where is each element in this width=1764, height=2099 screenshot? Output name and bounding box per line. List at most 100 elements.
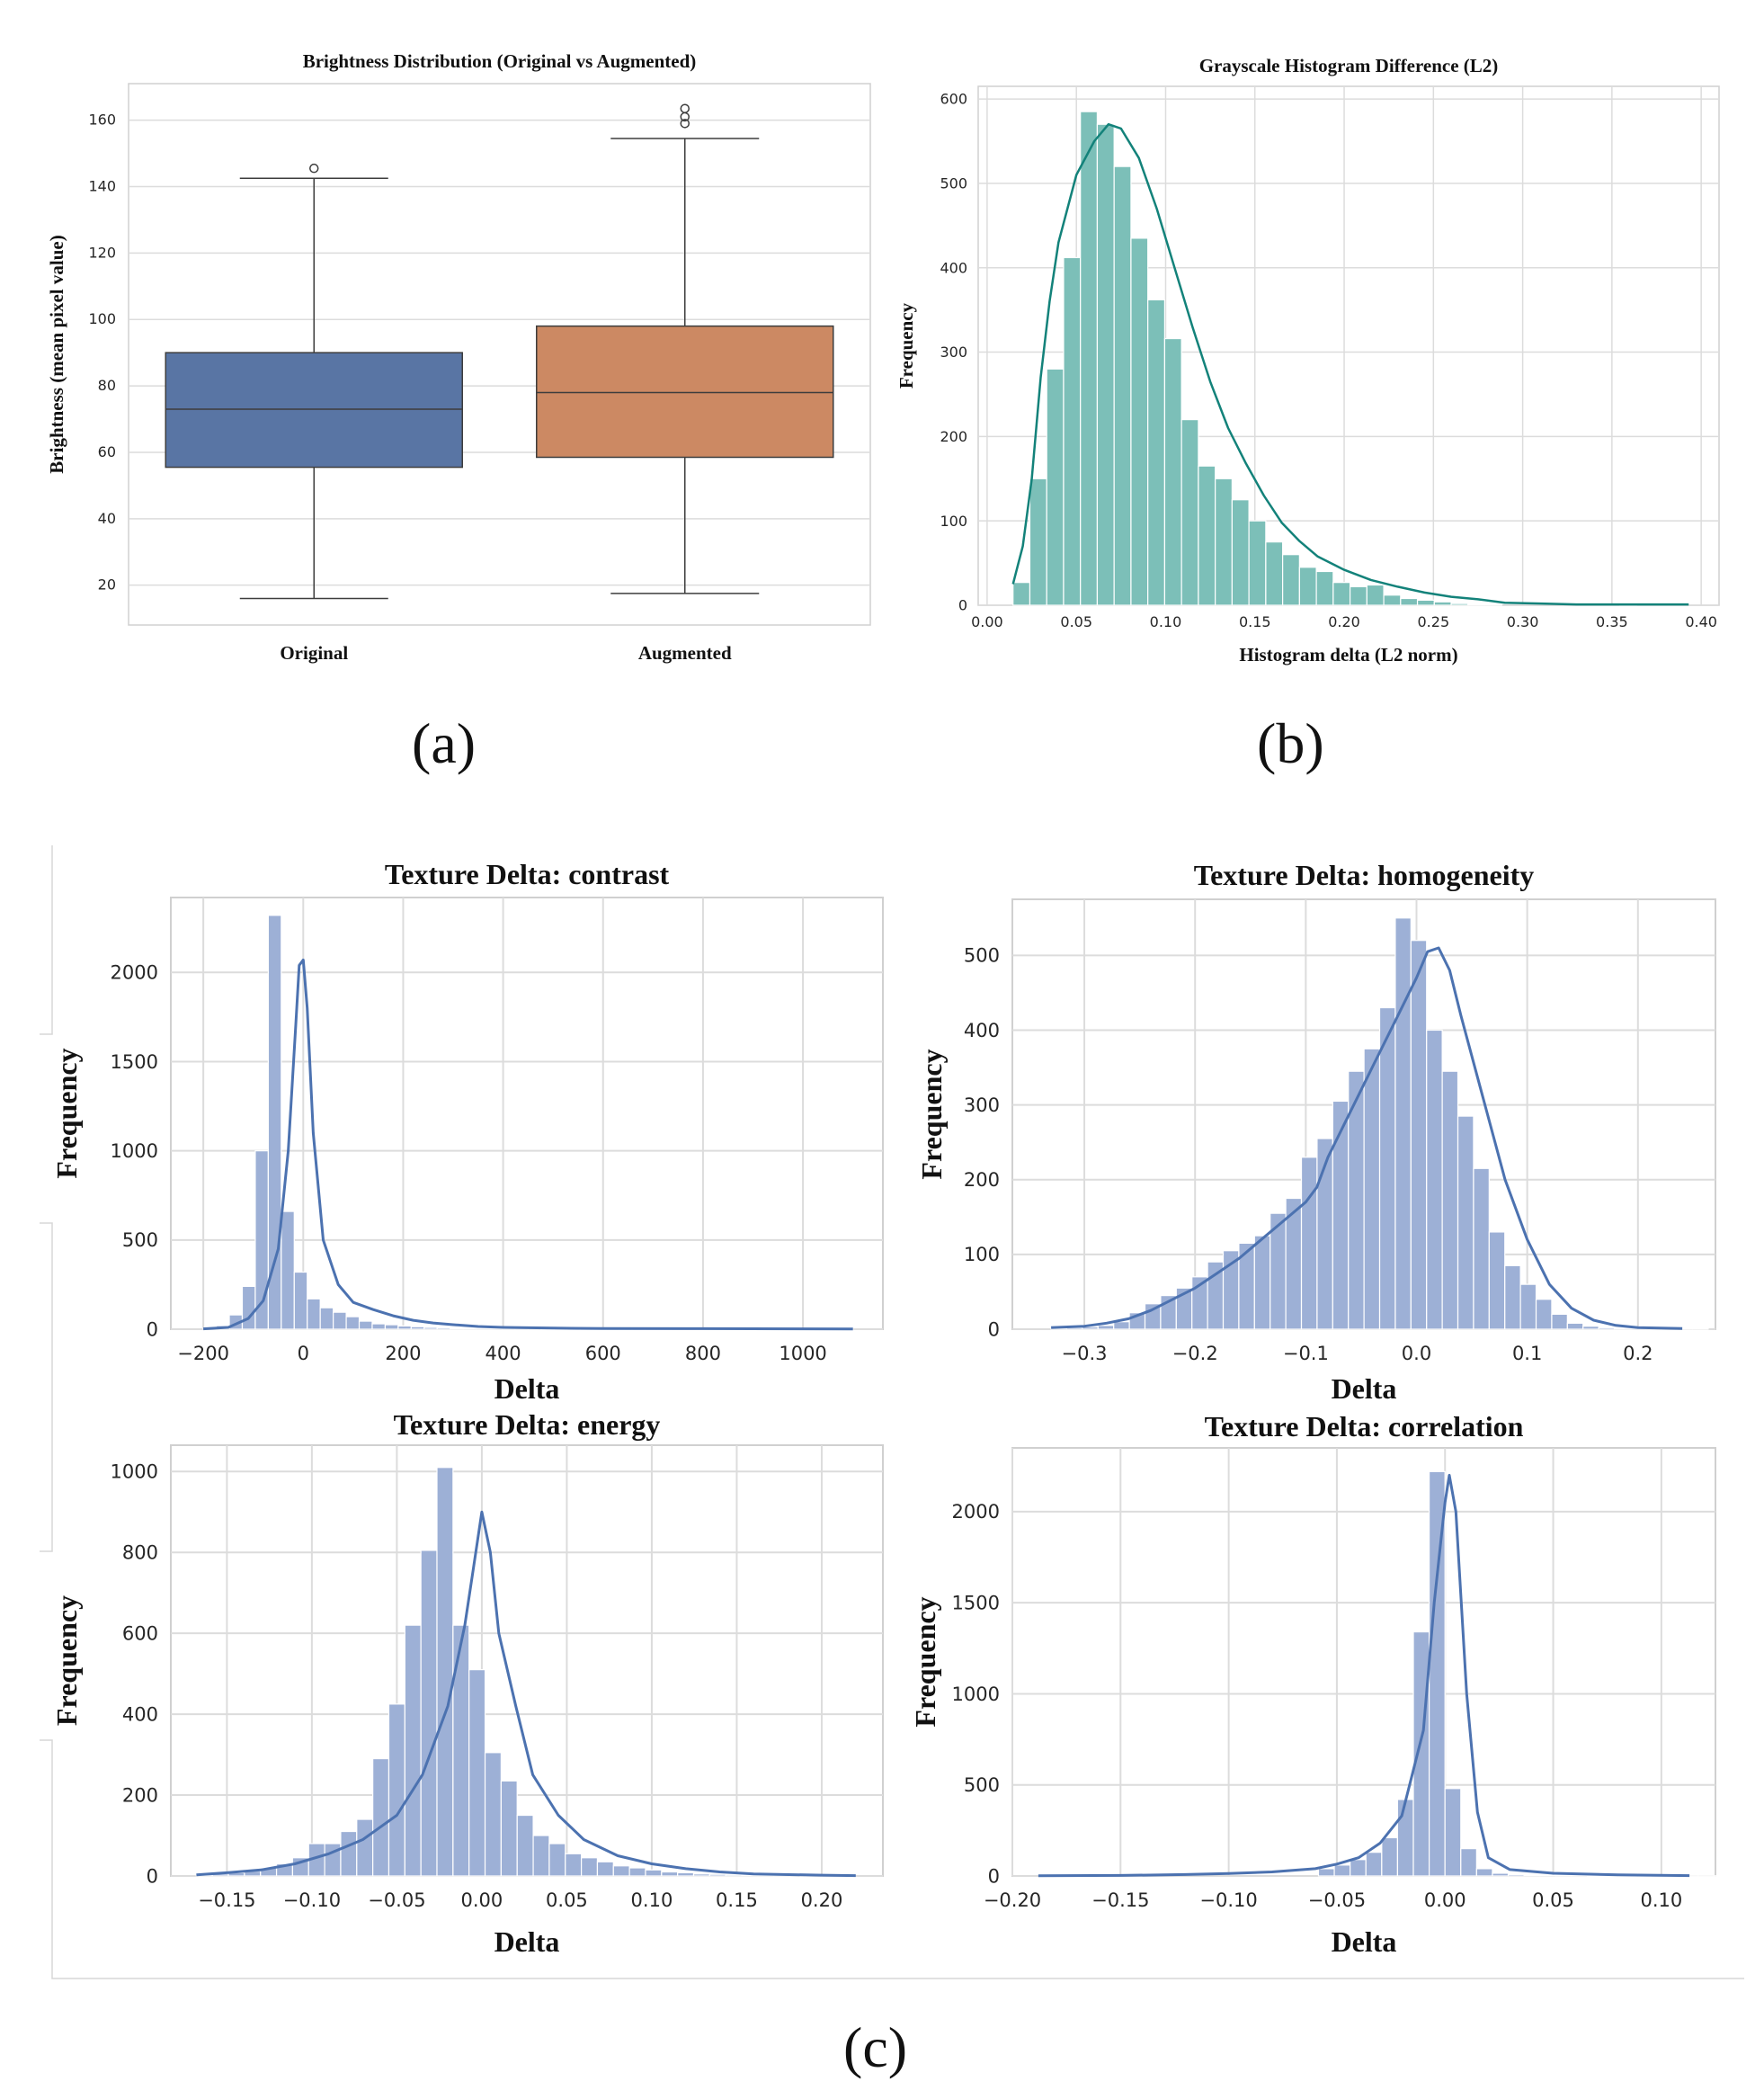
b-y-axis-label: Frequency bbox=[895, 302, 917, 389]
c4-ytick-label: 0 bbox=[988, 1865, 1000, 1887]
c1-ytick-label: 1000 bbox=[111, 1140, 158, 1162]
c2-bar bbox=[1300, 1157, 1318, 1330]
c3-kde-line bbox=[196, 1510, 856, 1878]
c2-ytick-label: 500 bbox=[964, 945, 1000, 967]
c1-bar bbox=[436, 1326, 451, 1330]
b-ytick-label: 300 bbox=[940, 344, 967, 361]
c1-bar bbox=[307, 1298, 321, 1330]
c4-xtick-label: −0.10 bbox=[1199, 1889, 1257, 1911]
c3-bar bbox=[532, 1835, 550, 1877]
c4-bar bbox=[1317, 1868, 1335, 1877]
c1-bar bbox=[501, 1328, 516, 1330]
c3-bar bbox=[436, 1467, 454, 1877]
b-bar bbox=[1416, 599, 1435, 606]
c4-xtick-label: −0.15 bbox=[1091, 1889, 1149, 1911]
c4-bar bbox=[1697, 1875, 1715, 1877]
c2-bar bbox=[1504, 1264, 1521, 1330]
c1-xtick-label: 0 bbox=[298, 1343, 309, 1364]
c2-bar bbox=[1441, 1070, 1459, 1330]
a-box-original bbox=[165, 352, 463, 469]
b-xtick-label: 0.20 bbox=[1328, 613, 1360, 630]
c3-xtick-label: 0.15 bbox=[716, 1889, 758, 1911]
c1-ytick-label: 500 bbox=[122, 1229, 158, 1251]
c3-bar bbox=[484, 1752, 502, 1877]
b-xtick-label: 0.05 bbox=[1060, 613, 1092, 630]
c3-ytick-label: 1000 bbox=[111, 1461, 158, 1483]
c4-y-axis-label: Frequency bbox=[909, 1596, 941, 1727]
b-xtick-label: 0.25 bbox=[1418, 613, 1450, 630]
b-bar bbox=[1483, 603, 1502, 606]
chart-c1: −200 0 200 400 600 800 1000 0 500 1000 1500 2000 Tex… bbox=[50, 858, 884, 1405]
b-bar bbox=[1332, 582, 1351, 606]
c1-bar bbox=[267, 915, 282, 1330]
c2-bar bbox=[1598, 1326, 1616, 1330]
c3-bar bbox=[692, 1873, 710, 1877]
c4-chart-title: Texture Delta: correlation bbox=[1205, 1410, 1524, 1443]
c1-bar bbox=[358, 1320, 373, 1330]
c3-bar bbox=[645, 1869, 663, 1877]
c3-xtick-label: −0.15 bbox=[198, 1889, 255, 1911]
c3-bar bbox=[388, 1703, 405, 1877]
b-xtick-label: 0.30 bbox=[1507, 613, 1539, 630]
c3-bar bbox=[677, 1871, 695, 1877]
c3-plot-frame bbox=[170, 1444, 884, 1877]
c1-bar bbox=[410, 1326, 425, 1330]
c2-bar bbox=[1457, 1115, 1474, 1330]
c2-bar bbox=[1426, 1029, 1443, 1330]
chart-a: 20 40 60 80 100 120 140 160 Original Augmented Bri… bbox=[46, 50, 871, 664]
a-box-augmented bbox=[536, 325, 834, 459]
c2-bar bbox=[1613, 1327, 1631, 1330]
c3-bar bbox=[468, 1669, 486, 1877]
c3-ytick-label: 800 bbox=[122, 1542, 158, 1564]
c4-xtick-label: 0.05 bbox=[1532, 1889, 1574, 1911]
c1-ytick-label: 2000 bbox=[111, 962, 158, 984]
c4-xtick-label: 0.00 bbox=[1424, 1889, 1466, 1911]
a-outlier-point bbox=[680, 119, 690, 129]
b-bar bbox=[1029, 478, 1047, 606]
c3-xtick-label: 0.00 bbox=[461, 1889, 503, 1911]
c1-xtick-label: 800 bbox=[685, 1343, 721, 1364]
c3-bar bbox=[404, 1624, 422, 1877]
c1-bar bbox=[293, 1271, 308, 1330]
c3-bar bbox=[628, 1867, 646, 1877]
c2-kde-line bbox=[1051, 946, 1683, 1330]
c4-ytick-label: 1000 bbox=[952, 1684, 1000, 1705]
b-ytick-label: 100 bbox=[940, 513, 967, 530]
b-bar bbox=[1163, 337, 1182, 606]
b-xtick-label: 0.00 bbox=[971, 613, 1003, 630]
c3-bar bbox=[661, 1871, 679, 1877]
c3-bar bbox=[420, 1550, 438, 1877]
b-bar bbox=[1113, 165, 1132, 606]
c1-xtick-label: 1000 bbox=[779, 1343, 826, 1364]
c2-bar bbox=[1519, 1283, 1537, 1330]
b-kde-line bbox=[1011, 122, 1689, 606]
c1-bar bbox=[450, 1327, 464, 1330]
b-bar bbox=[1096, 123, 1115, 606]
b-bar bbox=[1046, 368, 1065, 606]
b-bar bbox=[1400, 597, 1419, 606]
c1-chart-title: Texture Delta: contrast bbox=[385, 858, 670, 890]
b-bar bbox=[1147, 299, 1166, 606]
c3-xtick-label: −0.10 bbox=[283, 1889, 341, 1911]
a-category-label: Original bbox=[280, 642, 348, 664]
b-bar bbox=[1433, 601, 1452, 606]
c2-bar bbox=[1691, 1327, 1709, 1330]
panel-c-bracket-bottom bbox=[40, 1739, 1744, 1979]
c2-ytick-label: 0 bbox=[988, 1318, 1000, 1340]
chart-b: 0.00 0.05 0.10 0.15 0.20 0.25 0.30 0.35 0.40 0 100… bbox=[895, 55, 1720, 665]
c4-bar bbox=[1333, 1864, 1351, 1877]
c4-bar bbox=[1571, 1874, 1589, 1877]
c2-y-axis-label: Frequency bbox=[915, 1049, 948, 1179]
c3-bar bbox=[565, 1853, 583, 1877]
c4-bar bbox=[1350, 1859, 1367, 1877]
c1-y-axis-label: Frequency bbox=[50, 1048, 83, 1178]
c4-ytick-label: 2000 bbox=[952, 1501, 1000, 1523]
c3-bar bbox=[548, 1843, 566, 1877]
b-x-axis-label: Histogram delta (L2 norm) bbox=[1239, 644, 1457, 665]
c1-xtick-label: −200 bbox=[177, 1343, 229, 1364]
c2-ytick-label: 400 bbox=[964, 1020, 1000, 1041]
a-ytick-label: 120 bbox=[88, 244, 116, 261]
b-ytick-label: 600 bbox=[940, 91, 967, 108]
c3-ytick-label: 200 bbox=[122, 1784, 158, 1806]
